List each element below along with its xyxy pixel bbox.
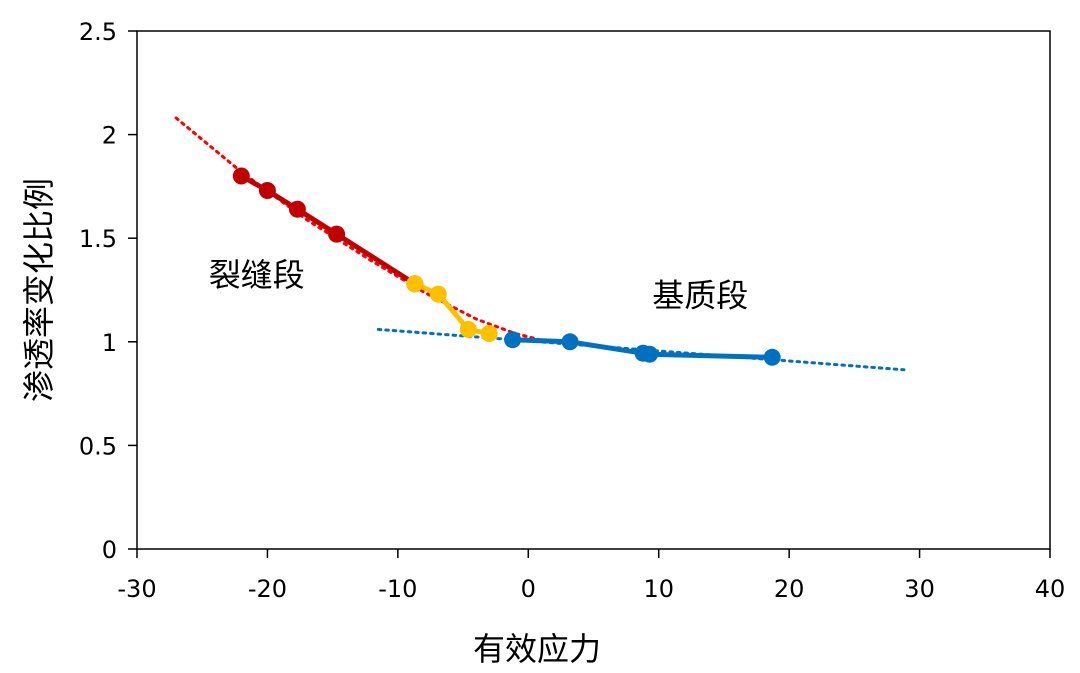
x-tick-label: 10 bbox=[643, 575, 674, 603]
transition-data-point bbox=[406, 275, 424, 293]
x-tick-label: -10 bbox=[378, 575, 417, 603]
y-tick-label: 2.5 bbox=[79, 18, 117, 46]
plot-area bbox=[136, 30, 1051, 550]
x-axis-title: 有效应力 bbox=[473, 630, 601, 668]
matrix-data-point bbox=[763, 348, 781, 366]
matrix-data-point bbox=[504, 331, 522, 349]
x-tick-label: 30 bbox=[904, 575, 935, 603]
y-axis-title: 渗透率变化比例 bbox=[20, 178, 58, 402]
y-tick-label: 0 bbox=[102, 536, 117, 564]
y-tick-label: 0.5 bbox=[79, 432, 117, 460]
x-tick-label: 0 bbox=[521, 575, 536, 603]
y-tick-label: 1 bbox=[102, 329, 117, 357]
trend-lines bbox=[174, 116, 906, 372]
transition-data-point bbox=[459, 320, 477, 338]
x-tick-label: 20 bbox=[774, 575, 805, 603]
y-tick-label: 2 bbox=[102, 122, 117, 150]
x-tick-label: -30 bbox=[117, 575, 156, 603]
transition-data-point bbox=[429, 285, 447, 303]
fracture-data-point bbox=[328, 225, 346, 243]
y-axis-ticks: 0 0.5 1 1.5 2 2.5 bbox=[79, 18, 137, 564]
x-axis-ticks: -30 -20 -10 0 10 20 30 40 bbox=[117, 549, 1065, 603]
fracture-data-point bbox=[288, 200, 306, 218]
fracture-data-point bbox=[232, 167, 250, 185]
fracture-data-point bbox=[258, 182, 276, 199]
fracture-trend-line bbox=[174, 116, 550, 344]
annotation-matrix: 基质段 bbox=[652, 277, 748, 315]
x-tick-label: -20 bbox=[248, 575, 287, 603]
y-tick-label: 1.5 bbox=[79, 225, 117, 253]
matrix-data-point bbox=[641, 345, 659, 363]
data-series bbox=[232, 167, 781, 366]
annotation-fracture: 裂缝段 bbox=[209, 256, 305, 294]
transition-data-point bbox=[480, 325, 498, 342]
x-tick-label: 40 bbox=[1035, 575, 1066, 603]
transition-data-line bbox=[413, 281, 490, 336]
matrix-data-point bbox=[561, 333, 579, 351]
